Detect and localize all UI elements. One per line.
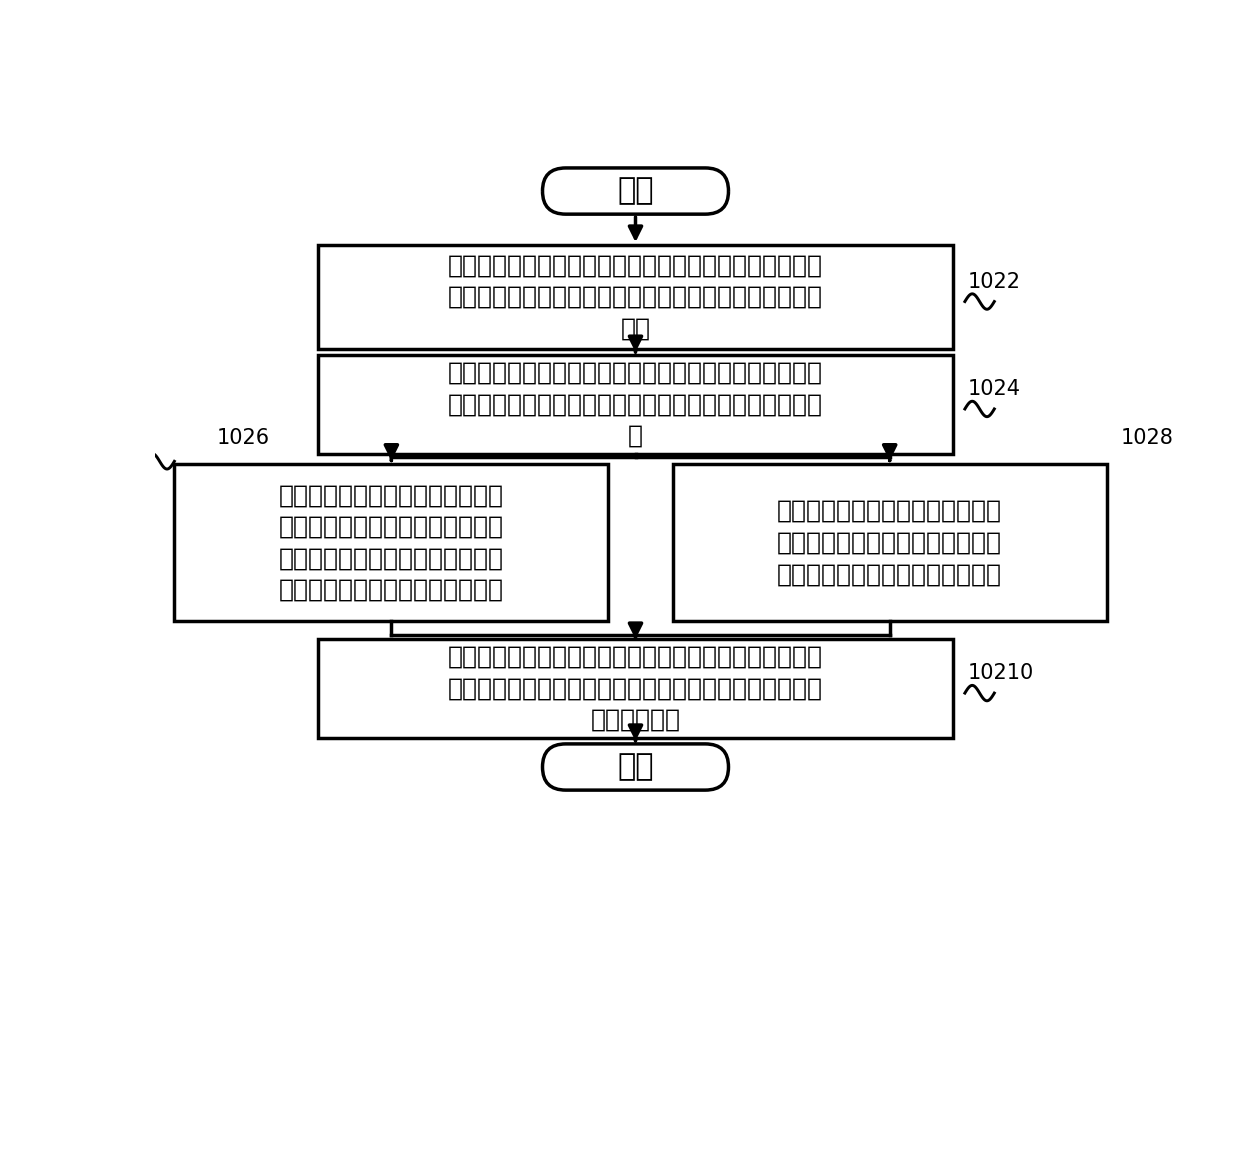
Bar: [317, 639, 954, 738]
Text: 确定所述第一应用信息集合与本移动终端在所述当前周期
的在前周期所对应的历史第一应用信息集合的指定参数差
值: 确定所述第一应用信息集合与本移动终端在所述当前周期 的在前周期所对应的历史第一应…: [448, 361, 823, 448]
Text: 结束: 结束: [618, 752, 653, 781]
Text: 基于所述第二应用信息集合与本移动终端在所述在前周期
所对应的历史第二应用信息集合，确定本移动终端的应用
装卸变动信息: 基于所述第二应用信息集合与本移动终端在所述在前周期 所对应的历史第二应用信息集合…: [448, 645, 823, 732]
FancyBboxPatch shape: [543, 168, 729, 214]
Text: 1028: 1028: [1121, 428, 1173, 448]
Text: 若所述指定参数差值处于所述指定
差值范围内，将所述第一应用信息
集合设置为所述第二应用信息集合: 若所述指定参数差值处于所述指定 差值范围内，将所述第一应用信息 集合设置为所述第…: [777, 499, 1002, 586]
FancyBboxPatch shape: [543, 744, 729, 790]
Text: 利用本移动终端在当前周期内上报的至少一个应用信息列
表，确定本移动终端在所述当前周期对应的第一应用信息
集合: 利用本移动终端在当前周期内上报的至少一个应用信息列 表，确定本移动终端在所述当前…: [448, 254, 823, 341]
Text: 1026: 1026: [217, 428, 270, 448]
Bar: [317, 244, 954, 349]
Text: 1024: 1024: [967, 380, 1021, 400]
Text: 10210: 10210: [967, 663, 1033, 683]
Bar: [175, 464, 609, 622]
Text: 若所述指定参数差值未处于指定差
值范围内，将所述第一应用信息集
合与所述历史第一应用信息集合的
并集设置为所述第二应用信息集合: 若所述指定参数差值未处于指定差 值范围内，将所述第一应用信息集 合与所述历史第一…: [279, 483, 503, 602]
Bar: [672, 464, 1107, 622]
Text: 开始: 开始: [618, 176, 653, 206]
Bar: [317, 355, 954, 454]
Text: 1022: 1022: [967, 271, 1021, 291]
